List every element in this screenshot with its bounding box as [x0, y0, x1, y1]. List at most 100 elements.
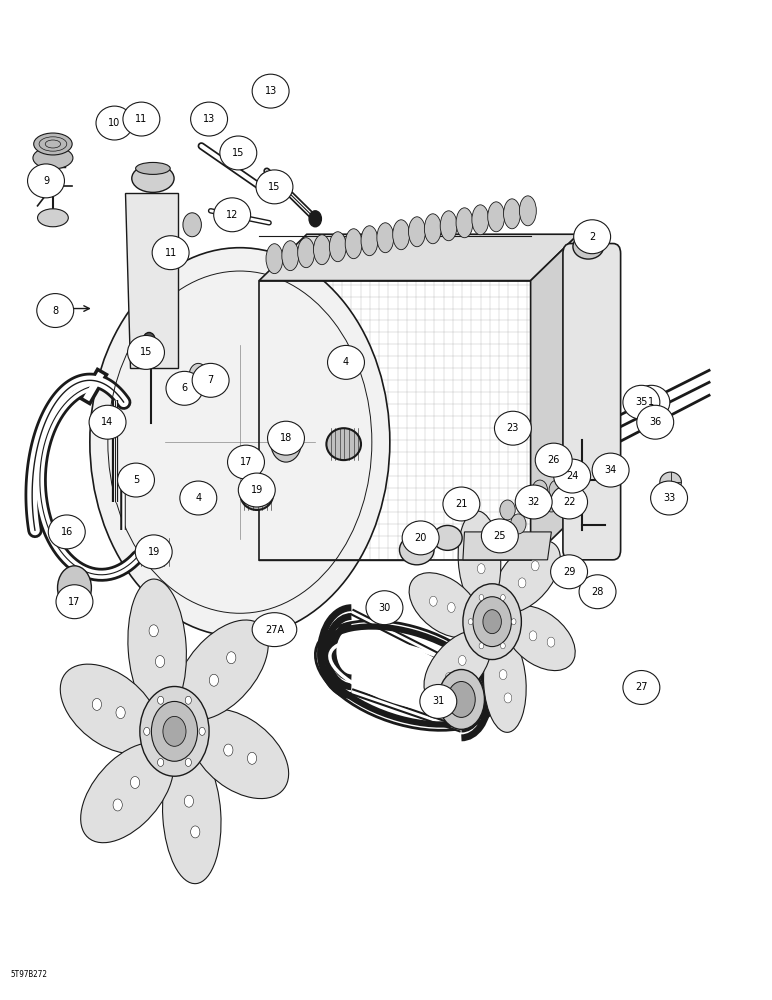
- Text: 10: 10: [108, 118, 120, 128]
- Ellipse shape: [282, 241, 299, 271]
- Ellipse shape: [241, 480, 273, 510]
- Text: 17: 17: [68, 597, 80, 607]
- Text: 9: 9: [43, 176, 49, 186]
- Circle shape: [504, 693, 512, 703]
- Text: 31: 31: [432, 696, 445, 706]
- Circle shape: [58, 566, 91, 610]
- Text: 11: 11: [164, 248, 177, 258]
- Circle shape: [247, 752, 256, 764]
- Ellipse shape: [327, 345, 364, 379]
- Text: 24: 24: [566, 471, 578, 481]
- Circle shape: [518, 578, 526, 588]
- Ellipse shape: [96, 106, 133, 140]
- Ellipse shape: [503, 199, 520, 229]
- Ellipse shape: [483, 634, 527, 732]
- Circle shape: [510, 514, 526, 534]
- Circle shape: [191, 826, 200, 838]
- Circle shape: [183, 213, 201, 237]
- Text: 13: 13: [203, 114, 215, 124]
- Text: 15: 15: [232, 148, 245, 158]
- Ellipse shape: [252, 74, 289, 108]
- Ellipse shape: [127, 335, 164, 369]
- Ellipse shape: [440, 211, 457, 241]
- Circle shape: [500, 643, 505, 649]
- Text: 36: 36: [649, 417, 662, 427]
- Circle shape: [116, 707, 125, 719]
- Circle shape: [531, 561, 539, 571]
- Circle shape: [90, 248, 390, 637]
- Text: 1: 1: [648, 397, 655, 407]
- Text: 13: 13: [265, 86, 276, 96]
- Text: 5T97B272: 5T97B272: [11, 970, 48, 979]
- Circle shape: [271, 422, 301, 462]
- Ellipse shape: [191, 102, 228, 136]
- Circle shape: [445, 673, 453, 682]
- Ellipse shape: [136, 162, 171, 174]
- Ellipse shape: [482, 519, 518, 553]
- Circle shape: [543, 492, 559, 512]
- Ellipse shape: [259, 172, 279, 186]
- Circle shape: [549, 480, 564, 500]
- Text: 11: 11: [135, 114, 147, 124]
- Circle shape: [529, 631, 537, 641]
- Text: 28: 28: [591, 587, 604, 597]
- Circle shape: [227, 652, 236, 664]
- Ellipse shape: [192, 363, 229, 397]
- Ellipse shape: [117, 463, 154, 497]
- Circle shape: [155, 656, 164, 668]
- Ellipse shape: [214, 198, 251, 232]
- Text: 32: 32: [527, 497, 540, 507]
- Circle shape: [499, 500, 515, 520]
- Text: 34: 34: [604, 465, 617, 475]
- Text: 4: 4: [195, 493, 201, 503]
- Text: 35: 35: [635, 397, 648, 407]
- Ellipse shape: [89, 405, 126, 439]
- Circle shape: [438, 670, 485, 729]
- Ellipse shape: [252, 613, 296, 647]
- Text: 27: 27: [635, 682, 648, 692]
- Text: 4: 4: [343, 357, 349, 367]
- Text: 2: 2: [589, 232, 595, 242]
- Ellipse shape: [573, 234, 604, 259]
- Circle shape: [559, 466, 574, 486]
- Circle shape: [511, 619, 516, 625]
- Ellipse shape: [256, 170, 293, 204]
- Ellipse shape: [488, 202, 505, 232]
- Circle shape: [157, 758, 164, 766]
- Text: 15: 15: [140, 347, 152, 357]
- Ellipse shape: [660, 472, 682, 492]
- Text: 5: 5: [133, 475, 139, 485]
- Circle shape: [309, 211, 321, 227]
- Ellipse shape: [201, 376, 215, 388]
- Polygon shape: [155, 281, 259, 560]
- Ellipse shape: [298, 238, 315, 268]
- Ellipse shape: [574, 220, 611, 254]
- Ellipse shape: [550, 485, 587, 519]
- Text: 20: 20: [415, 533, 427, 543]
- Ellipse shape: [201, 366, 215, 378]
- Text: 33: 33: [663, 493, 676, 503]
- Ellipse shape: [458, 511, 501, 609]
- Circle shape: [209, 674, 218, 686]
- Circle shape: [189, 363, 208, 387]
- Text: 17: 17: [240, 457, 252, 467]
- Ellipse shape: [28, 164, 65, 198]
- Text: 7: 7: [208, 375, 214, 385]
- Ellipse shape: [377, 223, 394, 253]
- Circle shape: [224, 744, 233, 756]
- Text: 27A: 27A: [265, 625, 284, 635]
- Circle shape: [151, 701, 198, 761]
- Circle shape: [479, 643, 484, 649]
- Ellipse shape: [623, 385, 660, 419]
- Ellipse shape: [399, 535, 434, 565]
- Circle shape: [469, 619, 473, 625]
- Ellipse shape: [60, 664, 159, 754]
- Circle shape: [532, 480, 547, 500]
- Circle shape: [203, 365, 218, 385]
- Ellipse shape: [494, 411, 531, 445]
- Circle shape: [477, 564, 485, 574]
- Circle shape: [163, 716, 186, 746]
- Ellipse shape: [38, 209, 68, 227]
- Circle shape: [113, 799, 122, 811]
- Text: 15: 15: [269, 182, 281, 192]
